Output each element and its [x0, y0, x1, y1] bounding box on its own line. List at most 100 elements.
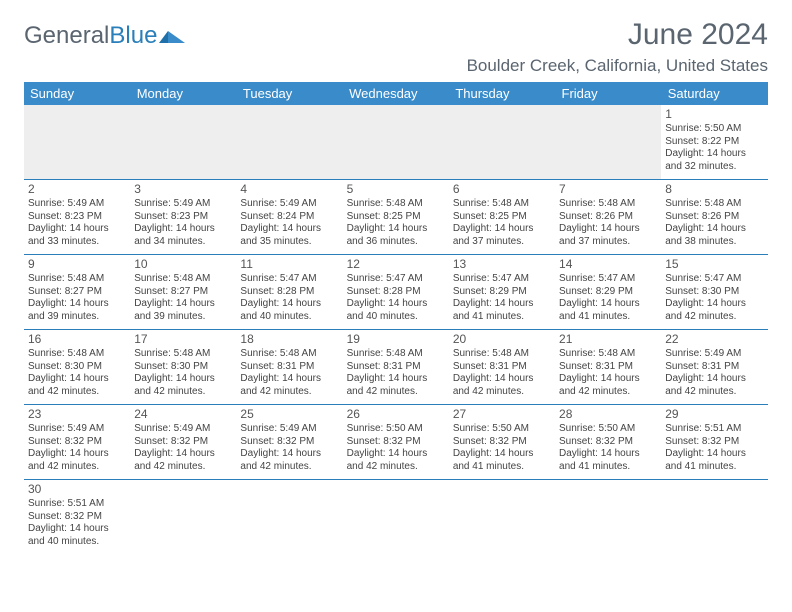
- logo-text-gray: General: [24, 22, 109, 50]
- calendar-cell: 19Sunrise: 5:48 AMSunset: 8:31 PMDayligh…: [343, 330, 449, 405]
- daylight-line: Daylight: 14 hours and 42 minutes.: [559, 373, 657, 398]
- sunrise-line: Sunrise: 5:49 AM: [28, 198, 126, 211]
- sunset-line: Sunset: 8:27 PM: [28, 286, 126, 299]
- daylight-line: Daylight: 14 hours and 41 minutes.: [453, 448, 551, 473]
- daylight-line: Daylight: 14 hours and 38 minutes.: [665, 223, 763, 248]
- daylight-line: Daylight: 14 hours and 36 minutes.: [347, 223, 445, 248]
- day-number: 4: [240, 182, 338, 197]
- sunset-line: Sunset: 8:32 PM: [28, 511, 126, 524]
- day-number: 1: [665, 107, 763, 122]
- calendar-cell: 10Sunrise: 5:48 AMSunset: 8:27 PMDayligh…: [130, 255, 236, 330]
- sunrise-line: Sunrise: 5:51 AM: [665, 423, 763, 436]
- daylight-line: Daylight: 14 hours and 42 minutes.: [347, 448, 445, 473]
- sunset-line: Sunset: 8:30 PM: [134, 361, 232, 374]
- daylight-line: Daylight: 14 hours and 42 minutes.: [134, 448, 232, 473]
- sunset-line: Sunset: 8:31 PM: [665, 361, 763, 374]
- daylight-line: Daylight: 14 hours and 42 minutes.: [240, 448, 338, 473]
- daylight-line: Daylight: 14 hours and 42 minutes.: [453, 373, 551, 398]
- calendar-cell: 27Sunrise: 5:50 AMSunset: 8:32 PMDayligh…: [449, 405, 555, 480]
- sunset-line: Sunset: 8:26 PM: [665, 211, 763, 224]
- sunset-line: Sunset: 8:26 PM: [559, 211, 657, 224]
- calendar-cell: 23Sunrise: 5:49 AMSunset: 8:32 PMDayligh…: [24, 405, 130, 480]
- daylight-line: Daylight: 14 hours and 33 minutes.: [28, 223, 126, 248]
- day-number: 8: [665, 182, 763, 197]
- calendar-cell: 3Sunrise: 5:49 AMSunset: 8:23 PMDaylight…: [130, 180, 236, 255]
- day-number: 29: [665, 407, 763, 422]
- sunrise-line: Sunrise: 5:49 AM: [240, 198, 338, 211]
- calendar-cell: [236, 105, 342, 180]
- daylight-line: Daylight: 14 hours and 42 minutes.: [28, 448, 126, 473]
- sunrise-line: Sunrise: 5:48 AM: [453, 198, 551, 211]
- calendar-cell: 17Sunrise: 5:48 AMSunset: 8:30 PMDayligh…: [130, 330, 236, 405]
- weekday-header: Thursday: [449, 82, 555, 105]
- day-number: 2: [28, 182, 126, 197]
- calendar-cell: [130, 105, 236, 180]
- day-number: 20: [453, 332, 551, 347]
- weekday-header: Saturday: [661, 82, 767, 105]
- calendar-cell: 6Sunrise: 5:48 AMSunset: 8:25 PMDaylight…: [449, 180, 555, 255]
- sunrise-line: Sunrise: 5:51 AM: [28, 498, 126, 511]
- calendar-cell: 21Sunrise: 5:48 AMSunset: 8:31 PMDayligh…: [555, 330, 661, 405]
- daylight-line: Daylight: 14 hours and 39 minutes.: [28, 298, 126, 323]
- calendar-cell: 22Sunrise: 5:49 AMSunset: 8:31 PMDayligh…: [661, 330, 767, 405]
- sunset-line: Sunset: 8:29 PM: [559, 286, 657, 299]
- calendar-cell: 18Sunrise: 5:48 AMSunset: 8:31 PMDayligh…: [236, 330, 342, 405]
- daylight-line: Daylight: 14 hours and 42 minutes.: [240, 373, 338, 398]
- day-number: 30: [28, 482, 126, 497]
- daylight-line: Daylight: 14 hours and 40 minutes.: [347, 298, 445, 323]
- daylight-line: Daylight: 14 hours and 42 minutes.: [347, 373, 445, 398]
- calendar-cell: 25Sunrise: 5:49 AMSunset: 8:32 PMDayligh…: [236, 405, 342, 480]
- sunset-line: Sunset: 8:30 PM: [28, 361, 126, 374]
- sunset-line: Sunset: 8:30 PM: [665, 286, 763, 299]
- day-number: 25: [240, 407, 338, 422]
- sunrise-line: Sunrise: 5:48 AM: [347, 198, 445, 211]
- sunset-line: Sunset: 8:32 PM: [453, 436, 551, 449]
- day-number: 26: [347, 407, 445, 422]
- calendar-body: 1Sunrise: 5:50 AMSunset: 8:22 PMDaylight…: [24, 105, 768, 554]
- sunrise-line: Sunrise: 5:49 AM: [134, 198, 232, 211]
- daylight-line: Daylight: 14 hours and 40 minutes.: [28, 523, 126, 548]
- calendar: SundayMondayTuesdayWednesdayThursdayFrid…: [24, 82, 768, 554]
- sunrise-line: Sunrise: 5:48 AM: [28, 273, 126, 286]
- sunrise-line: Sunrise: 5:48 AM: [453, 348, 551, 361]
- sunset-line: Sunset: 8:25 PM: [453, 211, 551, 224]
- day-number: 28: [559, 407, 657, 422]
- day-number: 22: [665, 332, 763, 347]
- day-number: 15: [665, 257, 763, 272]
- sunset-line: Sunset: 8:23 PM: [28, 211, 126, 224]
- calendar-cell: 1Sunrise: 5:50 AMSunset: 8:22 PMDaylight…: [661, 105, 767, 180]
- day-number: 13: [453, 257, 551, 272]
- day-number: 27: [453, 407, 551, 422]
- daylight-line: Daylight: 14 hours and 42 minutes.: [28, 373, 126, 398]
- sunset-line: Sunset: 8:32 PM: [559, 436, 657, 449]
- calendar-cell: [555, 480, 661, 555]
- daylight-line: Daylight: 14 hours and 41 minutes.: [559, 448, 657, 473]
- sunrise-line: Sunrise: 5:48 AM: [559, 348, 657, 361]
- location: Boulder Creek, California, United States: [467, 56, 768, 76]
- day-number: 21: [559, 332, 657, 347]
- sunrise-line: Sunrise: 5:49 AM: [28, 423, 126, 436]
- calendar-cell: 24Sunrise: 5:49 AMSunset: 8:32 PMDayligh…: [130, 405, 236, 480]
- calendar-cell: 12Sunrise: 5:47 AMSunset: 8:28 PMDayligh…: [343, 255, 449, 330]
- sunset-line: Sunset: 8:27 PM: [134, 286, 232, 299]
- calendar-cell: 7Sunrise: 5:48 AMSunset: 8:26 PMDaylight…: [555, 180, 661, 255]
- sunrise-line: Sunrise: 5:48 AM: [559, 198, 657, 211]
- calendar-cell: [449, 480, 555, 555]
- day-number: 14: [559, 257, 657, 272]
- calendar-cell: 8Sunrise: 5:48 AMSunset: 8:26 PMDaylight…: [661, 180, 767, 255]
- sunset-line: Sunset: 8:25 PM: [347, 211, 445, 224]
- day-number: 10: [134, 257, 232, 272]
- calendar-cell: 30Sunrise: 5:51 AMSunset: 8:32 PMDayligh…: [24, 480, 130, 555]
- daylight-line: Daylight: 14 hours and 34 minutes.: [134, 223, 232, 248]
- day-number: 24: [134, 407, 232, 422]
- daylight-line: Daylight: 14 hours and 41 minutes.: [559, 298, 657, 323]
- daylight-line: Daylight: 14 hours and 42 minutes.: [665, 373, 763, 398]
- header: GeneralBlue June 2024 Boulder Creek, Cal…: [24, 18, 768, 76]
- calendar-cell: 13Sunrise: 5:47 AMSunset: 8:29 PMDayligh…: [449, 255, 555, 330]
- calendar-cell: [555, 105, 661, 180]
- daylight-line: Daylight: 14 hours and 39 minutes.: [134, 298, 232, 323]
- sunset-line: Sunset: 8:32 PM: [28, 436, 126, 449]
- calendar-cell: 11Sunrise: 5:47 AMSunset: 8:28 PMDayligh…: [236, 255, 342, 330]
- day-number: 3: [134, 182, 232, 197]
- daylight-line: Daylight: 14 hours and 41 minutes.: [453, 298, 551, 323]
